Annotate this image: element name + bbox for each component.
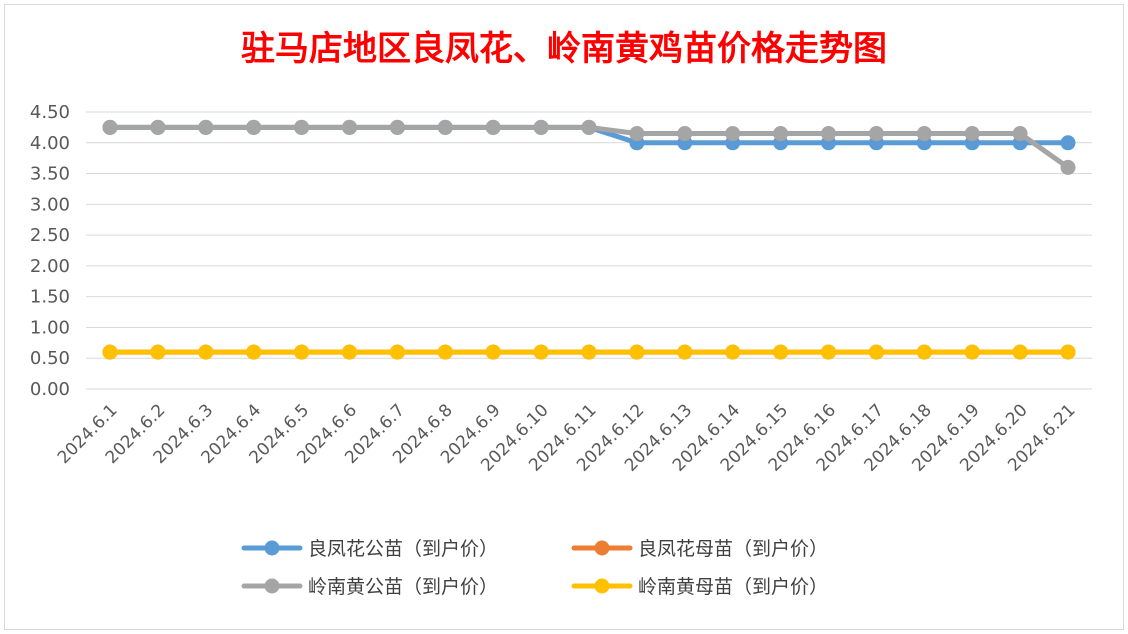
data-point [964,126,980,142]
data-point [1060,159,1076,175]
data-point [1012,344,1028,360]
y-axis: 0.00 0.50 1.00 1.50 2.00 2.50 3.00 3.50 4.00 4.50 [30,102,70,400]
y-tick-label: 2.00 [30,256,70,277]
data-point [198,119,214,135]
y-tick-label: 2.50 [30,225,70,246]
data-point [629,126,645,142]
data-point [150,344,166,360]
y-tick-label: 1.00 [30,317,70,338]
legend-label: 岭南黄公苗（到户价） [308,576,498,598]
data-point [102,344,118,360]
data-point [150,119,166,135]
data-point [581,119,597,135]
data-point [821,126,836,142]
legend-item-2: 良凤花母苗（到户价） [571,538,828,560]
data-point [677,344,693,360]
data-point [725,344,741,360]
data-point [485,344,501,360]
data-point [773,126,789,142]
data-point [198,344,214,360]
data-point [868,344,884,360]
legend-label: 良凤花公苗（到户价） [308,538,498,560]
legend-item-4: 岭南黄母苗（到户价） [571,576,828,598]
data-point [629,344,645,360]
y-tick-label: 4.00 [30,133,70,154]
legend-swatch-marker [264,578,280,594]
legend-swatch-marker [264,540,280,556]
y-tick-label: 0.00 [30,379,70,400]
data-point [389,344,405,360]
series-4 [102,344,1076,360]
chart-title: 驻马店地区良凤花、岭南黄鸡苗价格走势图 [241,29,887,69]
data-point [677,126,693,142]
data-point [821,344,836,360]
data-point [916,126,932,142]
data-point [533,119,549,135]
chart-area [4,4,1124,630]
series-3 [102,119,1076,175]
data-point [1060,344,1076,360]
legend-item-3: 岭南黄公苗（到户价） [241,576,498,598]
data-point [773,344,789,360]
data-point [437,344,453,360]
data-point [1012,126,1028,142]
data-point [916,344,932,360]
data-point [437,119,453,135]
legend-swatch-marker [594,540,610,556]
data-point [246,344,262,360]
legend-item-1: 良凤花公苗（到户价） [241,538,498,560]
data-point [581,344,597,360]
data-point [246,119,262,135]
legend: 良凤花公苗（到户价） 良凤花母苗（到户价） 岭南黄公苗（到户价） 岭南黄母苗（到户价） [241,538,828,598]
data-point [533,344,549,360]
y-tick-label: 3.50 [30,164,70,185]
data-point [485,119,501,135]
legend-label: 岭南黄母苗（到户价） [638,576,828,598]
data-point [342,119,357,135]
legend-swatch-marker [594,578,610,594]
legend-label: 良凤花母苗（到户价） [638,538,828,560]
data-point [342,344,357,360]
data-point [294,119,310,135]
data-point [964,344,980,360]
y-tick-label: 1.50 [30,287,70,308]
data-point [102,119,118,135]
data-point [1060,135,1076,151]
y-tick-label: 0.50 [30,348,70,369]
data-point [868,126,884,142]
data-point [725,126,741,142]
y-tick-label: 3.00 [30,194,70,215]
y-tick-label: 4.50 [30,102,70,123]
x-axis: 2024.6.12024.6.22024.6.32024.6.42024.6.5… [54,400,1080,475]
data-point [294,344,310,360]
series-group [102,119,1076,360]
data-point [389,119,405,135]
